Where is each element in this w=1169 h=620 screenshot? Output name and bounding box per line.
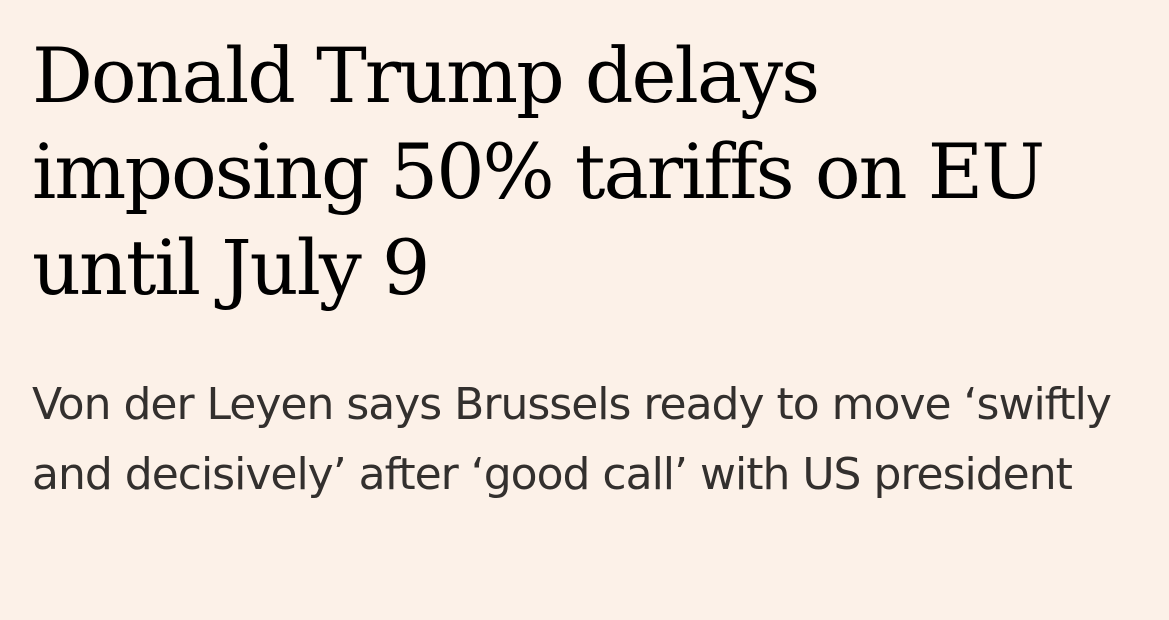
- article-headline: Donald Trump delays imposing 50% tariffs…: [32, 31, 1045, 312]
- article-standfirst: Von der Leyen says Brussels ready to mov…: [32, 379, 1112, 500]
